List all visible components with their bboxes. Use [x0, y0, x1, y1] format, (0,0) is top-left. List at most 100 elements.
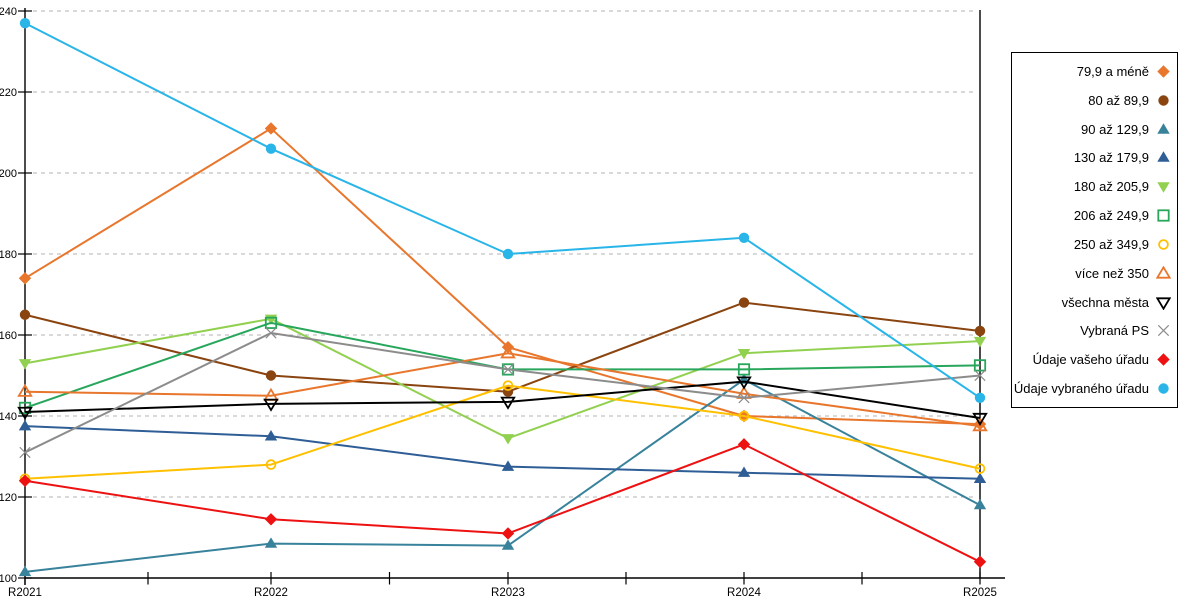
y-tick-label-240: 240 [0, 6, 17, 18]
data-point [19, 446, 31, 459]
series-12 [19, 17, 986, 403]
y-tick-label-120: 120 [0, 492, 17, 504]
x-tick-label-R2024: R2024 [727, 587, 761, 599]
legend-label: 250 až 349,9 [1073, 236, 1149, 252]
data-point [974, 369, 986, 382]
data-point [501, 460, 515, 471]
circle-marker-icon [1158, 95, 1169, 106]
legend-label: 180 až 205,9 [1073, 179, 1149, 195]
diamond-marker-icon [1157, 65, 1170, 78]
data-point [17, 383, 33, 397]
data-point [502, 363, 514, 376]
triangle-up-marker-icon [1157, 151, 1170, 163]
data-point [738, 232, 750, 243]
legend-label: Vybraná PS [1080, 323, 1149, 339]
x-tick-label-R2025: R2025 [963, 587, 997, 599]
legend-box: 79,9 a méně 80 až 89,9 90 až 129,9 130 až 1… [1011, 52, 1178, 408]
y-tick-label-100: 100 [0, 573, 17, 585]
x-tick-label-R2022: R2022 [254, 587, 288, 599]
data-point [263, 398, 279, 412]
legend-label: Údaje vybraného úřadu [1013, 381, 1149, 397]
data-point [264, 122, 278, 135]
legend-item-9: všechna města [1016, 295, 1171, 310]
data-point [973, 359, 987, 372]
data-point [264, 537, 278, 548]
data-point [973, 472, 987, 483]
series-9 [17, 376, 988, 426]
data-point [264, 513, 278, 526]
legend-item-7: 250 až 349,9 [1016, 237, 1171, 252]
legend-item-6: 206 až 249,9 [1016, 208, 1171, 223]
y-tick-label-140: 140 [0, 411, 17, 423]
data-point [972, 418, 988, 432]
legend-label: Údaje vašeho úřadu [1032, 352, 1149, 368]
data-point [974, 392, 986, 403]
data-point [19, 17, 31, 29]
circle-marker-icon [1158, 239, 1169, 250]
legend-label: 80 až 89,9 [1088, 92, 1149, 108]
y-tick-label-160: 160 [0, 330, 17, 342]
data-point [737, 363, 751, 376]
triangle-up-marker-icon [1156, 265, 1171, 279]
data-point [738, 392, 750, 404]
data-point [736, 376, 752, 390]
legend-item-11: Údaje vašeho úřadu [1016, 352, 1171, 367]
legend-item-12: Údaje vybraného úřadu [1013, 381, 1171, 397]
triangle-down-marker-icon [1156, 296, 1171, 310]
legend-label: 90 až 129,9 [1081, 121, 1149, 137]
x-tick-label-R2021: R2021 [8, 587, 42, 599]
data-point [973, 555, 987, 568]
data-point [18, 359, 32, 370]
data-point [501, 527, 515, 540]
data-point [974, 463, 986, 474]
data-point [737, 349, 751, 360]
series-line-9 [24, 380, 981, 420]
data-point [738, 297, 750, 308]
legend-item-4: 130 až 179,9 [1016, 150, 1171, 165]
data-point [501, 539, 515, 550]
y-tick-label-200: 200 [0, 168, 17, 180]
legend-label: 130 až 179,9 [1073, 150, 1149, 166]
data-point [19, 309, 31, 320]
data-point [973, 336, 987, 348]
legend-item-2: 80 až 89,9 [1016, 93, 1171, 108]
data-point [265, 327, 277, 339]
series-line-11 [24, 443, 981, 563]
data-point [265, 370, 277, 381]
data-point [264, 430, 278, 441]
series-line-5 [24, 317, 981, 440]
series-10 [19, 327, 986, 459]
data-point [265, 143, 277, 154]
y-tick-label-220: 220 [0, 87, 17, 99]
data-point [972, 412, 988, 426]
series-4 [18, 419, 987, 483]
legend-label: všechna města [1061, 294, 1149, 310]
legend-item-5: 180 až 205,9 [1016, 179, 1171, 194]
data-point [18, 419, 32, 431]
square-marker-icon [1157, 209, 1170, 222]
data-point [737, 466, 751, 477]
data-point [17, 406, 33, 420]
data-point [500, 345, 516, 359]
circle-marker-icon [1158, 383, 1169, 394]
series-line-8 [24, 352, 981, 428]
triangle-down-marker-icon [1157, 182, 1170, 193]
legend-item-8: více než 350 [1016, 265, 1171, 281]
legend-label: 206 až 249,9 [1073, 208, 1149, 224]
legend-label: více než 350 [1075, 265, 1149, 281]
data-point [973, 498, 987, 510]
data-point [500, 396, 516, 410]
series-7 [19, 380, 986, 485]
x-marker-icon [1157, 325, 1170, 337]
data-point [502, 380, 514, 391]
x-tick-label-R2023: R2023 [491, 587, 525, 599]
diamond-marker-icon [1157, 353, 1170, 366]
data-point [737, 438, 751, 451]
legend-item-3: 90 až 129,9 [1016, 122, 1171, 137]
series-5 [18, 314, 987, 445]
legend-item-1: 79,9 a méně [1016, 64, 1171, 79]
data-point [18, 474, 32, 487]
data-point [18, 565, 32, 577]
legend-label: 79,9 a méně [1076, 63, 1149, 79]
